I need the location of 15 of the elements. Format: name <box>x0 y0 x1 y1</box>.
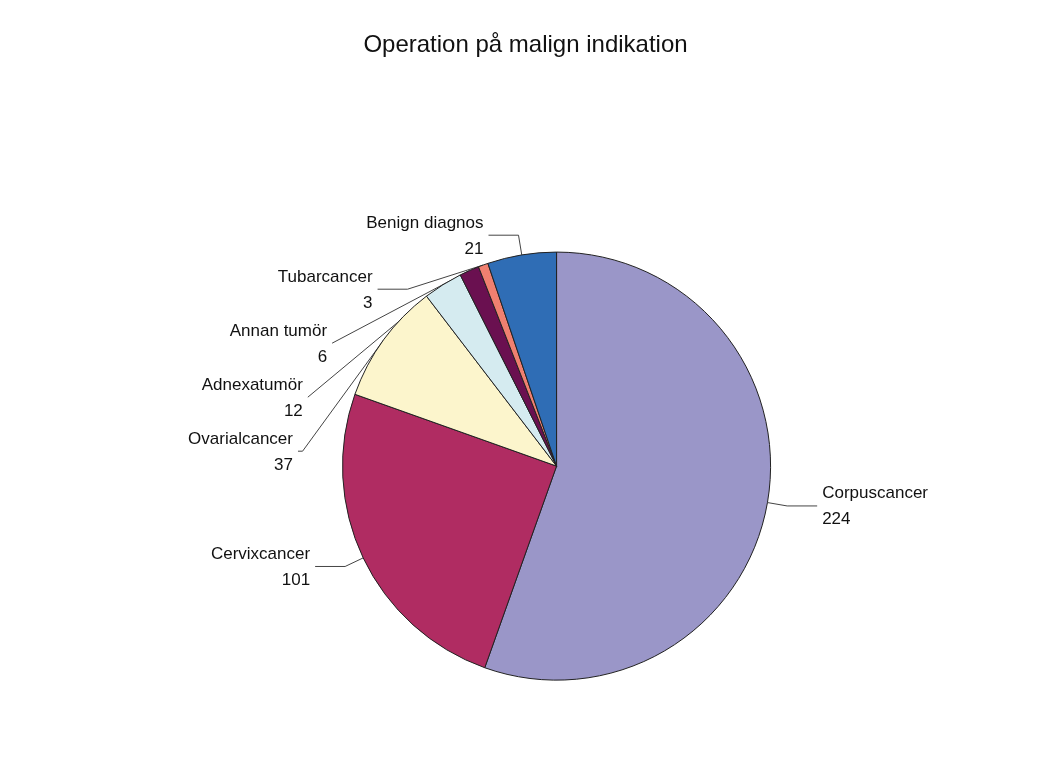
slice-label: Cervixcancer <box>210 543 311 563</box>
slice-label: Benign diagnos <box>366 212 484 232</box>
slice-label: Annan tumör <box>229 320 328 340</box>
slice-label: Ovarialcancer <box>188 428 294 448</box>
data-label: 12 <box>283 400 303 420</box>
data-label: 6 <box>317 346 328 366</box>
slice-label: Corpuscancer <box>822 483 929 503</box>
data-label: 21 <box>464 238 484 258</box>
slice-label: Tubarcancer <box>277 266 373 286</box>
data-label: 224 <box>822 509 851 529</box>
data-label: 37 <box>274 454 293 474</box>
slice-label: Adnexatumör <box>201 374 304 394</box>
data-label: 3 <box>363 292 373 312</box>
data-label: 101 <box>281 569 311 589</box>
chart-title: Operation på malign indikation <box>363 29 688 57</box>
